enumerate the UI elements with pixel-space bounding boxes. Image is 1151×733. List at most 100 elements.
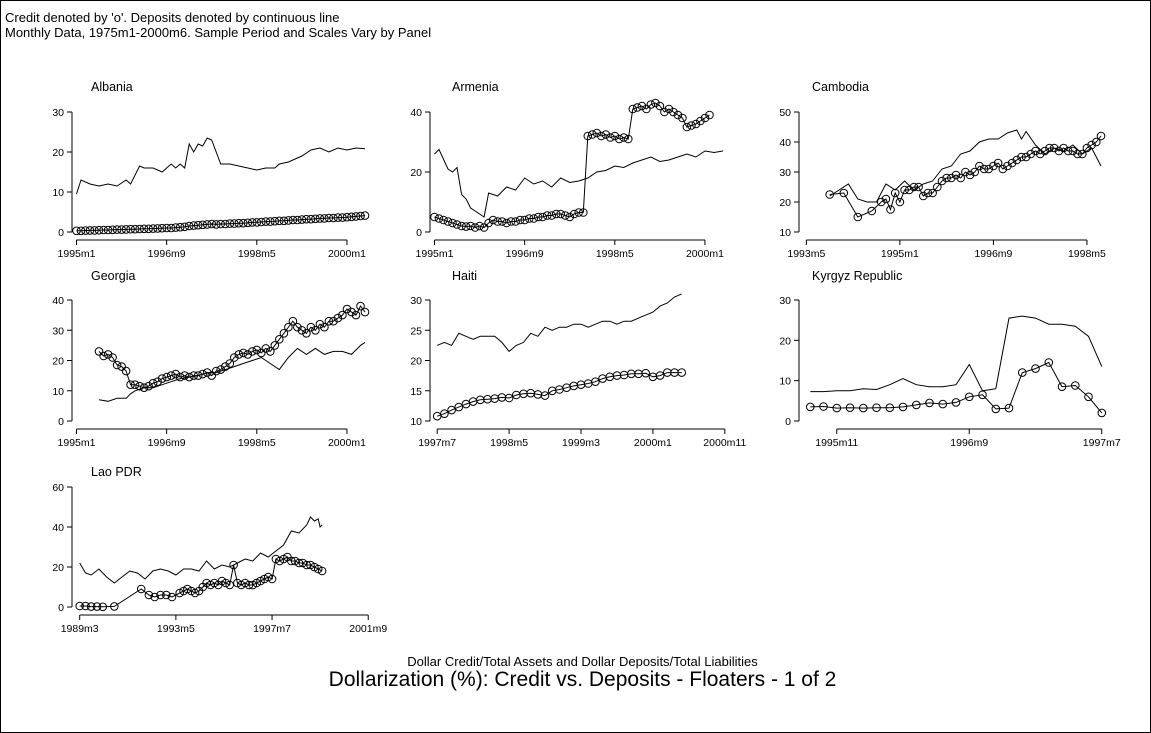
y-tick-label: 30 [410, 295, 422, 307]
credit-point [1057, 382, 1067, 392]
credit-point [651, 98, 660, 108]
credit-point [898, 402, 908, 412]
deposits-line [437, 293, 682, 353]
credit-point [928, 188, 937, 198]
credit-point [677, 368, 687, 377]
credit-point [989, 161, 998, 171]
credit-point [162, 590, 171, 600]
credit-point [942, 173, 951, 183]
credit-point [925, 398, 934, 408]
credit-point [806, 402, 815, 412]
x-tick-label: 1999m3 [562, 437, 600, 449]
credit-point [324, 316, 334, 326]
credit-point [288, 316, 298, 326]
credit-point [360, 211, 370, 220]
x-tick-label: 1995m1 [416, 248, 454, 260]
credit-point [351, 310, 361, 320]
panel-armenia: Armenia 0 20 40 1995m1 1996m9 1998m5 2000m1 [410, 80, 724, 260]
y-tick-label: 25 [410, 325, 422, 337]
credit-point [257, 348, 266, 358]
credit-point [998, 164, 1008, 174]
credit-point [885, 403, 895, 413]
credit-point [511, 217, 520, 226]
credit-connector [76, 215, 366, 232]
credit-point [202, 220, 212, 229]
credit-point [881, 194, 891, 204]
credit-point [121, 366, 131, 376]
x-tick-label: 2000m1 [328, 248, 366, 260]
credit-point [1026, 149, 1036, 159]
credit-point [1068, 146, 1078, 156]
credit-point [673, 110, 683, 120]
x-tick-label: 1995m1 [58, 248, 96, 260]
y-tick-label: 0 [58, 602, 64, 614]
credit-point [951, 398, 961, 407]
credit-point [839, 188, 849, 198]
deposits-line [98, 341, 366, 402]
deposits-line [76, 137, 366, 195]
credit-point [207, 371, 216, 380]
credit-point [320, 322, 329, 332]
credit-point [637, 101, 647, 111]
credit-point [970, 167, 980, 177]
credit-point [135, 224, 144, 234]
panel-title: Lao PDR [91, 465, 142, 479]
credit-point [225, 219, 235, 228]
x-tick-label: 1996m9 [506, 248, 544, 260]
credit-point [225, 580, 234, 590]
credit-point [904, 185, 914, 195]
credit-point [452, 220, 462, 229]
x-tick-label: 1995m11 [815, 437, 858, 449]
credit-point [317, 566, 327, 576]
credit-point [682, 122, 692, 132]
credit-point [475, 221, 484, 231]
credit-point [153, 377, 162, 387]
credit-point [139, 383, 149, 393]
credit-point [1084, 392, 1093, 402]
x-tick-label: 2000m1 [686, 248, 724, 260]
credit-point [664, 104, 674, 114]
credit-point [135, 381, 144, 391]
deposits-line [79, 516, 323, 584]
credit-point [1017, 152, 1026, 162]
credit-point [333, 313, 343, 323]
credit-point [153, 224, 162, 233]
credit-point [99, 351, 108, 361]
y-tick-label: 20 [410, 167, 422, 179]
x-tick-label: 2001m9 [349, 623, 387, 635]
x-tick-label: 1997m7 [1083, 437, 1121, 449]
y-tick-label: 30 [52, 325, 64, 337]
credit-point [266, 217, 275, 226]
credit-point [705, 110, 714, 120]
credit-point [311, 214, 320, 224]
credit-point [230, 219, 239, 228]
credit-point [978, 390, 987, 400]
panel-title: Cambodia [812, 80, 869, 94]
credit-point [162, 223, 171, 233]
credit-point [551, 209, 561, 219]
credit-point [687, 121, 696, 130]
deposits-line [829, 129, 1102, 203]
credit-point [909, 182, 919, 192]
y-tick-label: 0 [58, 227, 64, 239]
panel-haiti: Haiti 10 15 20 25 30 1997m7 1998m5 1999m3 2000m1 2… [410, 269, 746, 449]
credit-point [859, 403, 868, 413]
credit-point [872, 403, 881, 413]
credit-point [669, 107, 678, 117]
credit-point [628, 104, 638, 114]
credit-point [538, 212, 548, 222]
x-tick-label: 1996m9 [148, 437, 186, 449]
credit-point [171, 223, 180, 232]
panel-georgia: Georgia 0 10 20 30 40 1995m1 1996m9 1998m5 2000m1 [52, 269, 370, 449]
credit-point [297, 326, 307, 335]
credit-point [302, 329, 311, 338]
credit-connector [810, 361, 1103, 414]
credit-point [243, 218, 253, 228]
credit-point [619, 133, 629, 142]
y-tick-label: 40 [410, 107, 422, 119]
credit-point [338, 213, 347, 222]
credit-point [81, 226, 90, 235]
credit-point [76, 226, 86, 236]
credit-point [175, 222, 185, 232]
x-tick-label: 1996m9 [974, 248, 1012, 260]
